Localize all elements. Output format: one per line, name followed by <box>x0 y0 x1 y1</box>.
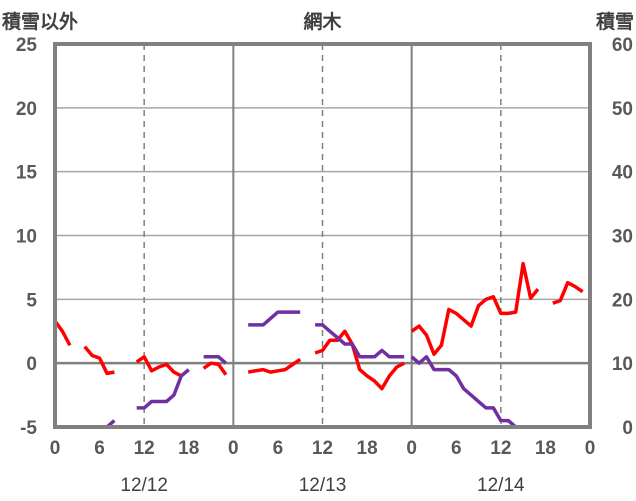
x-tick-label: 6 <box>94 438 105 459</box>
temperature-line-segment <box>247 357 302 374</box>
temperature-line-segment <box>314 329 405 391</box>
y-left-tick-label: 25 <box>16 35 38 56</box>
snow-depth-line-segment <box>248 310 301 327</box>
series-lines <box>53 261 584 429</box>
x-tick-label: 18 <box>357 438 378 459</box>
y-left-tick-label: -5 <box>20 418 37 439</box>
y-right-tick-label: 0 <box>622 418 633 439</box>
x-tick-label: 18 <box>178 438 199 459</box>
y-left-tick-label: 15 <box>16 163 38 184</box>
temperature-line-segment <box>552 280 584 305</box>
snow-depth-line-segment <box>203 355 228 365</box>
x-tick-label: 6 <box>273 438 284 459</box>
y-left-tick-label: 10 <box>16 227 37 248</box>
temperature-line-segment <box>83 345 115 376</box>
y-right-tick-label: 40 <box>612 163 633 184</box>
y-right-tick-label: 30 <box>612 227 633 248</box>
grid-lines <box>55 43 590 428</box>
left-axis-label: 積雪以外 <box>2 10 78 33</box>
right-axis-label: 積雪 <box>596 10 634 33</box>
date-label: 12/14 <box>477 475 525 496</box>
x-tick-label: 12 <box>312 438 333 459</box>
snow-depth-line-segment <box>315 323 405 359</box>
snow-depth-line-segment <box>136 368 190 410</box>
y-left-tick-label: 0 <box>26 354 37 375</box>
y-right-tick-label: 50 <box>612 99 633 120</box>
y-right-tick-label: 10 <box>612 354 633 375</box>
x-tick-label: 12 <box>490 438 511 459</box>
date-label: 12/12 <box>120 475 168 496</box>
x-tick-label: 18 <box>535 438 556 459</box>
x-tick-label: 0 <box>50 438 61 459</box>
plot-area-border <box>53 42 592 429</box>
x-tick-label: 12 <box>134 438 155 459</box>
temperature-line-segment <box>53 319 72 347</box>
temperature-line-segment <box>135 355 183 378</box>
x-tick-label: 6 <box>451 438 462 459</box>
y-left-tick-label: 20 <box>16 99 37 120</box>
x-tick-label: 0 <box>585 438 596 459</box>
y-right-tick-label: 20 <box>612 290 633 311</box>
date-label: 12/13 <box>299 475 347 496</box>
x-tick-label: 0 <box>228 438 239 459</box>
y-left-tick-label: 5 <box>26 290 37 311</box>
x-tick-label: 0 <box>406 438 417 459</box>
chart-title: 網木 <box>303 10 342 33</box>
snow-depth-line-segment <box>410 355 538 429</box>
y-right-tick-label: 60 <box>612 35 633 56</box>
temperature-line-segment <box>202 361 228 376</box>
temperature-line-segment <box>410 261 540 356</box>
